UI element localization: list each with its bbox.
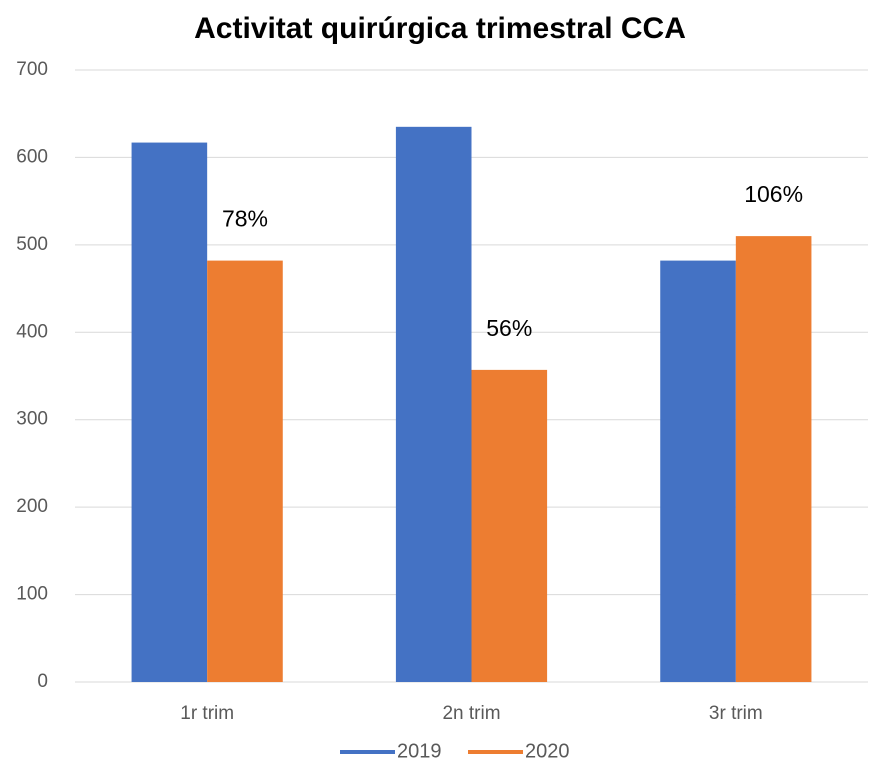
bar xyxy=(395,126,472,683)
bar xyxy=(735,236,812,682)
bar xyxy=(660,260,736,682)
x-tick-label: 2n trim xyxy=(442,703,500,724)
bar xyxy=(471,369,548,682)
annotation: 106% xyxy=(744,181,803,207)
y-tick-label: 600 xyxy=(16,146,48,167)
y-tick-label: 100 xyxy=(16,584,48,605)
bar xyxy=(131,142,208,682)
x-tick-label: 1r trim xyxy=(180,703,234,724)
y-tick-label: 700 xyxy=(16,59,48,80)
y-tick-label: 200 xyxy=(16,496,48,517)
legend-label: 2019 xyxy=(397,740,442,762)
annotation: 78% xyxy=(222,206,268,232)
chart-title: Activitat quirúrgica trimestral CCA xyxy=(194,12,686,45)
y-tick-label: 400 xyxy=(16,321,48,342)
bar xyxy=(207,260,283,682)
y-tick-label: 500 xyxy=(16,234,48,255)
y-tick-label: 0 xyxy=(37,671,48,692)
annotation: 56% xyxy=(486,315,532,341)
y-tick-label: 300 xyxy=(16,409,48,430)
legend-label: 2020 xyxy=(525,740,570,762)
x-tick-label: 3r trim xyxy=(709,703,763,724)
